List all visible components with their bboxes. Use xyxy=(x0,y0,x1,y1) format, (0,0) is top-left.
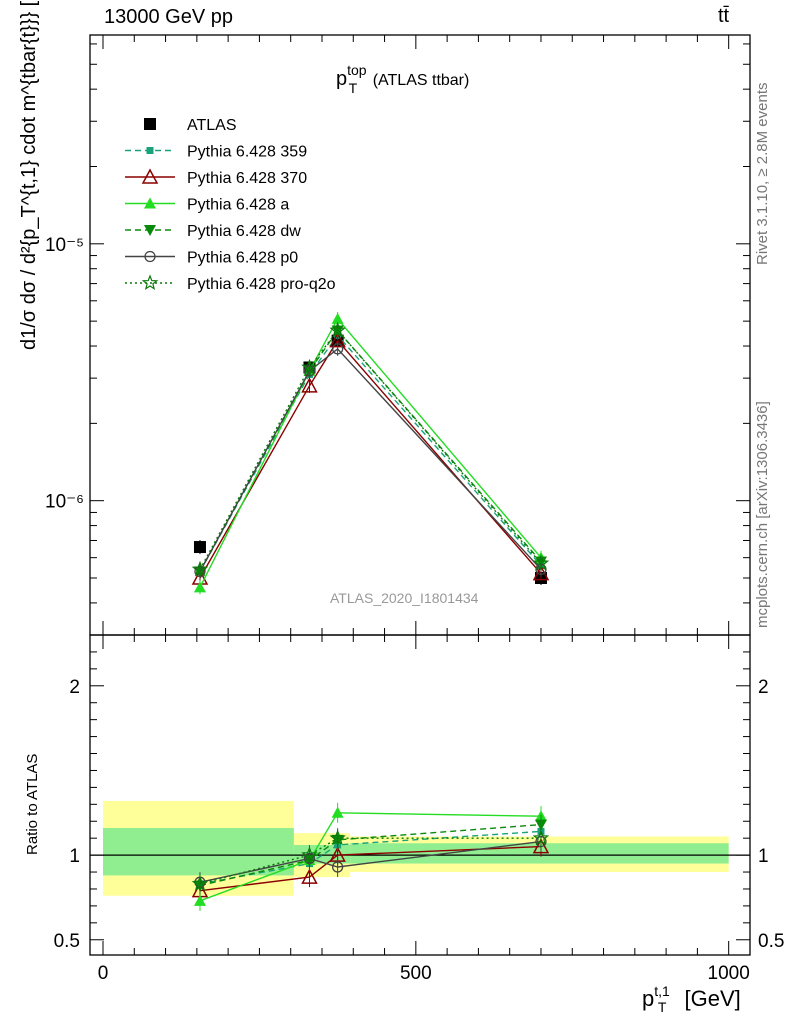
data-point-pythia-6-428-pro-q2o xyxy=(191,560,209,577)
ratio-line-pythia-6-428-a xyxy=(199,812,542,902)
ratio-point-pythia-6-428-a xyxy=(331,806,344,818)
x-tick-label: 1000 xyxy=(708,963,750,984)
data-point-pythia-6-428-pro-q2o xyxy=(532,554,550,571)
data-point-pythia-6-428-pro-q2o xyxy=(329,321,346,338)
ratio-point-pythia-6-428-370 xyxy=(301,868,318,884)
ratio-line-pythia-6-428-370 xyxy=(199,845,542,892)
series-line-pythia-6-428-p0 xyxy=(199,347,542,572)
legend-item: Pythia 6.428 370 xyxy=(125,168,307,187)
plot-title: ptop T (ATLAS ttbar) xyxy=(336,62,470,96)
data-point-pythia-6-428-p0 xyxy=(331,343,344,355)
ratio-line-pythia-6-428-359 xyxy=(199,830,542,885)
x-axis-label-sub: T xyxy=(657,999,667,1015)
ratio-point-pythia-6-428-pro-q2o xyxy=(329,829,346,846)
x-axis-label: pt,1T [GeV] xyxy=(642,983,741,1015)
series-pythia-6-428-dw xyxy=(193,323,547,579)
series-pythia-6-428-pro-q2o xyxy=(191,321,550,577)
legend-label: Pythia 6.428 pro-q2o xyxy=(187,276,336,293)
legend-label: ATLAS xyxy=(187,117,237,134)
series-pythia-6-428-370 xyxy=(191,332,550,586)
legend-label: Pythia 6.428 a xyxy=(187,197,289,214)
ratio-series-pythia-6-428-pro-q2o xyxy=(191,828,550,894)
plot-title-main: p xyxy=(336,68,348,90)
plot-title-rest: (ATLAS ttbar) xyxy=(372,72,470,89)
series-line-pythia-6-428-a xyxy=(199,317,542,588)
ratio-point-pythia-6-428-pro-q2o xyxy=(301,846,318,863)
legend-item: Pythia 6.428 p0 xyxy=(125,250,298,267)
legend-marker xyxy=(146,147,154,154)
legend-item: ATLAS xyxy=(144,117,237,134)
x-axis-label-sup: t,1 xyxy=(654,983,670,999)
ratio-y-tick-label-right: 2 xyxy=(758,677,769,698)
legend-label: Pythia 6.428 p0 xyxy=(187,250,298,267)
data-point-pythia-6-428-a xyxy=(193,581,206,593)
legend-label: Pythia 6.428 370 xyxy=(187,170,307,187)
x-tick-label: 0 xyxy=(98,963,109,984)
data-point-pythia-6-428-pro-q2o xyxy=(301,358,318,375)
x-axis-label-main: p xyxy=(642,986,655,1011)
data-point-pythia-6-428-a xyxy=(331,312,344,324)
ratio-band-1sigma xyxy=(350,843,729,864)
legend-marker xyxy=(144,197,156,209)
ratio-point-pythia-6-428-pro-q2o xyxy=(532,829,550,846)
plot-title-sup: top xyxy=(347,62,367,78)
ratio-point-pythia-6-428-a xyxy=(193,894,206,906)
series-line-pythia-6-428-370 xyxy=(199,339,542,579)
main-y-tick-label: 10⁻⁵ xyxy=(45,235,84,256)
series-pythia-6-428-359 xyxy=(196,328,545,579)
ratio-point-pythia-6-428-370 xyxy=(532,838,550,854)
analysis-watermark: ATLAS_2020_I1801434 xyxy=(330,590,479,606)
series-line-pythia-6-428-359 xyxy=(199,334,542,572)
ratio-line-pythia-6-428-pro-q2o xyxy=(199,837,541,885)
series-line-pythia-6-428-pro-q2o xyxy=(199,329,542,570)
ratio-y-tick-label-right: 1 xyxy=(758,846,769,867)
series-line-pythia-6-428-dw xyxy=(199,329,542,572)
legend-marker xyxy=(144,250,156,263)
ratio-y-tick-label: 1 xyxy=(69,846,80,867)
plot-title-sub: T xyxy=(348,80,358,96)
legend-marker xyxy=(144,118,156,130)
ratio-line-pythia-6-428-p0 xyxy=(199,840,542,883)
header-process-label: 13000 GeV pp xyxy=(104,6,233,28)
legend-item: Pythia 6.428 a xyxy=(125,197,289,214)
legend-label: Pythia 6.428 359 xyxy=(187,144,307,161)
ratio-y-tick-label: 2 xyxy=(69,677,80,698)
legend-item: Pythia 6.428 359 xyxy=(125,144,307,161)
ratio-point-pythia-6-428-p0 xyxy=(331,861,344,873)
series-atlas xyxy=(193,333,547,586)
legend-item: Pythia 6.428 dw xyxy=(125,223,301,240)
data-point-pythia-6-428-370 xyxy=(301,377,318,393)
legend-item: Pythia 6.428 pro-q2o xyxy=(125,274,336,293)
ratio-point-pythia-6-428-dw xyxy=(534,819,547,831)
x-tick-label: 500 xyxy=(400,963,432,984)
series-pythia-6-428-a xyxy=(193,311,547,595)
main-y-tick-label: 10⁻⁶ xyxy=(45,492,84,513)
data-point-atlas xyxy=(193,541,206,554)
header-final-state-label: tt̄ xyxy=(718,5,730,27)
ratio-y-tick-label: 0.5 xyxy=(54,931,80,952)
ratio-band-1sigma xyxy=(103,828,294,876)
legend-marker xyxy=(141,168,159,184)
legend-marker xyxy=(144,225,156,236)
x-axis-label-unit: [GeV] xyxy=(684,986,741,1011)
ratio-point-pythia-6-428-pro-q2o xyxy=(191,875,209,891)
legend-label: Pythia 6.428 dw xyxy=(187,223,301,240)
legend-marker xyxy=(141,274,159,291)
ratio-y-tick-label-right: 0.5 xyxy=(758,931,784,952)
ratio-plot-frame xyxy=(89,634,751,956)
